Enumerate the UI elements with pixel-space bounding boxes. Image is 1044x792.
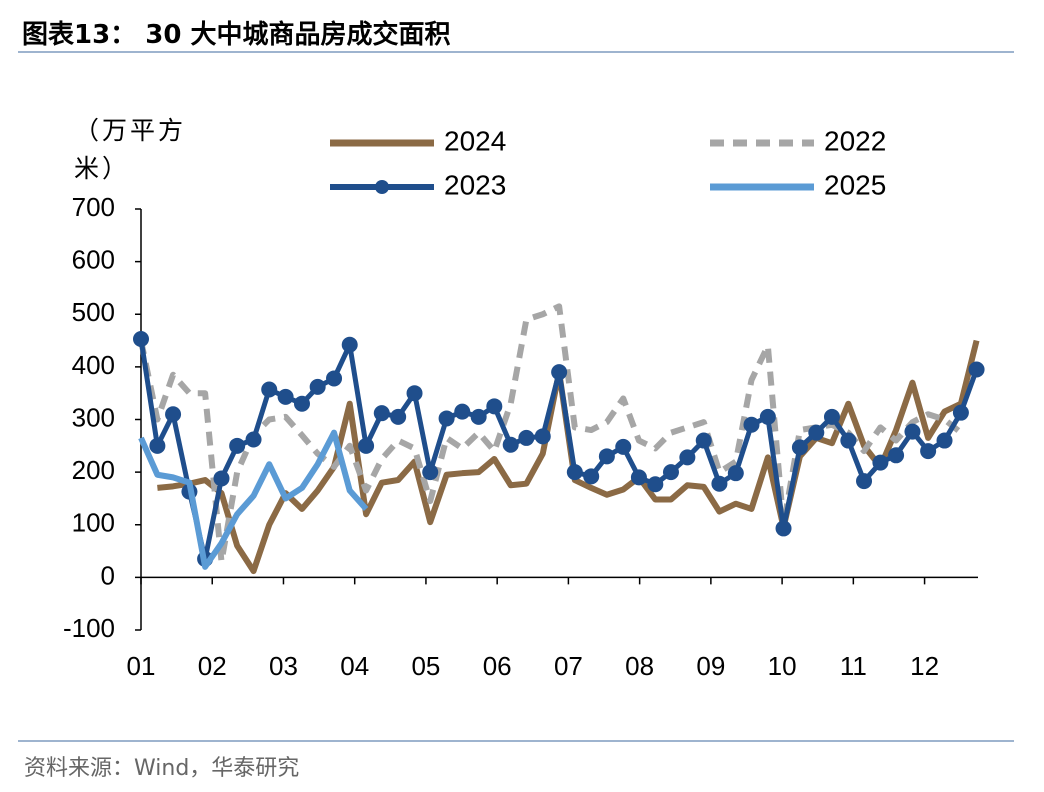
series-point <box>904 423 921 440</box>
series-point <box>743 416 760 433</box>
series-point <box>630 469 647 486</box>
series-point <box>133 330 149 347</box>
series-point <box>679 449 696 466</box>
legend-label: 2024 <box>444 125 506 156</box>
series-point <box>261 381 278 398</box>
legend-label: 2023 <box>444 169 506 200</box>
series-point <box>662 464 679 481</box>
series-point <box>775 520 792 537</box>
y-tick-label: 400 <box>72 350 115 380</box>
series-point <box>326 370 343 387</box>
series-point <box>534 428 551 445</box>
y-tick-label: 200 <box>72 455 115 485</box>
series-point <box>309 378 326 395</box>
x-tick-label: 03 <box>269 651 298 681</box>
series-point <box>149 437 166 454</box>
series-point <box>840 432 857 449</box>
x-tick-label: 09 <box>696 651 725 681</box>
series-point <box>856 473 873 490</box>
y-tick-label: 0 <box>101 560 115 590</box>
series-point <box>952 404 969 421</box>
y-axis-label: （万平方米） <box>74 116 187 183</box>
series-point <box>920 443 937 460</box>
series-line <box>138 429 369 570</box>
legend-marker <box>375 180 389 194</box>
series-point <box>454 403 471 420</box>
series-point <box>936 432 953 449</box>
series-point <box>245 431 262 448</box>
series-point <box>518 429 535 446</box>
series-point <box>808 424 825 441</box>
y-tick-label: -100 <box>63 613 115 643</box>
series-point <box>872 454 889 471</box>
y-tick-label: 300 <box>72 402 115 432</box>
x-tick-label: 01 <box>127 651 156 681</box>
series-point <box>341 336 358 353</box>
series-point <box>502 436 519 453</box>
legend-label: 2022 <box>824 125 886 156</box>
x-tick-label: 11 <box>840 651 867 681</box>
series-point <box>791 439 808 456</box>
series-point <box>551 364 568 381</box>
series-point <box>470 408 487 425</box>
series-point <box>598 448 615 465</box>
x-tick-label: 02 <box>198 651 227 681</box>
x-tick-label: 06 <box>483 651 512 681</box>
series-point <box>823 408 840 425</box>
series-point <box>968 361 985 378</box>
series-point <box>406 385 423 402</box>
series-point <box>277 388 294 405</box>
series-point <box>566 464 583 481</box>
y-tick-label: 100 <box>72 508 115 538</box>
series-point <box>759 408 776 425</box>
series-point <box>213 470 230 487</box>
series-point <box>390 408 407 425</box>
series-point <box>888 447 905 464</box>
x-tick-label: 12 <box>910 651 939 681</box>
series-point <box>165 406 182 423</box>
series-point <box>695 432 712 449</box>
legend-label: 2025 <box>824 169 886 200</box>
series-point <box>583 468 600 485</box>
x-tick-label: 07 <box>554 651 583 681</box>
series-point <box>711 475 728 492</box>
series-point <box>358 437 375 454</box>
y-tick-label: 600 <box>72 245 115 275</box>
series-point <box>647 476 664 493</box>
x-tick-label: 10 <box>768 651 797 681</box>
source: 资料来源：Wind，华泰研究 <box>24 756 300 781</box>
x-tick-label: 08 <box>625 651 654 681</box>
series-point <box>486 398 503 415</box>
x-tick-label: 04 <box>340 651 369 681</box>
series-point <box>373 405 390 422</box>
y-tick-label: 500 <box>72 297 115 327</box>
series-point <box>229 437 246 454</box>
series-point <box>422 464 439 481</box>
series-point <box>615 438 632 455</box>
y-tick-label: 700 <box>72 192 115 222</box>
series-point <box>438 410 455 427</box>
series-point <box>293 395 310 412</box>
series-point <box>727 465 744 482</box>
chart-title: 图表13： 30 大中城商品房成交面积 <box>22 20 451 50</box>
x-tick-label: 05 <box>411 651 440 681</box>
